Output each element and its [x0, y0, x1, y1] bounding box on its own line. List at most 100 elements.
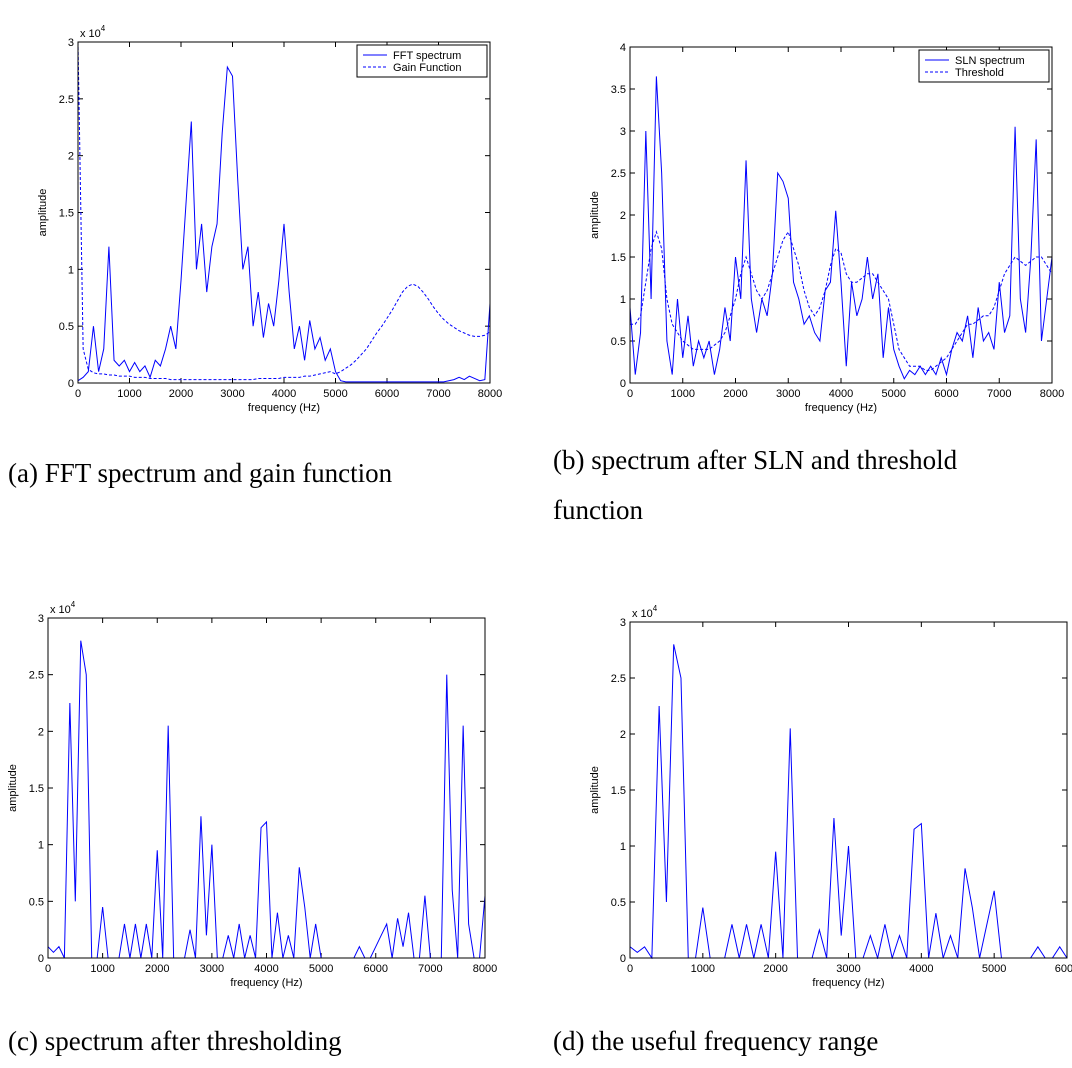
- y-tick-label: 2.5: [611, 673, 626, 685]
- x-tick-label: 0: [627, 388, 633, 400]
- x-tick-label: 3000: [220, 388, 244, 400]
- plot-area: [630, 622, 1067, 958]
- series-group: [630, 76, 1052, 380]
- chart: 0 1000 2000 3000 4000 5000 6000 7000 8000 0 0.5 1 1.…: [7, 600, 497, 989]
- x-tick-label: 1000: [117, 388, 141, 400]
- multiplier-exponent: 4: [101, 24, 106, 33]
- x-tick-label: 6000: [364, 963, 388, 975]
- x-tick-label: 2000: [169, 388, 193, 400]
- y-tick-label: 4: [620, 42, 626, 54]
- multiplier-exponent: 4: [653, 604, 658, 613]
- y-tick-label: 3: [620, 617, 626, 629]
- y-tick-label: 1: [38, 840, 44, 852]
- y-tick-label: 0.5: [611, 336, 626, 348]
- y-tick-label: 3: [68, 37, 74, 49]
- x-tick-label: 1000: [691, 963, 715, 975]
- x-tick-label: 3000: [836, 963, 860, 975]
- y-multiplier: x 104: [80, 24, 106, 40]
- y-tick-label: 0: [620, 378, 626, 390]
- multiplier-exponent: 4: [71, 600, 76, 609]
- y-tick-label: 1.5: [59, 208, 74, 220]
- y-axis-label: amplitude: [589, 766, 601, 814]
- y-tick-label: 1.5: [29, 783, 44, 795]
- legend-label: Threshold: [955, 67, 1004, 79]
- x-tick-label: 8000: [478, 388, 502, 400]
- legend-label: FFT spectrum: [393, 50, 461, 62]
- y-tick-label: 0: [620, 953, 626, 965]
- x-tick-label: 6000: [1055, 963, 1072, 975]
- chart: 0 1000 2000 3000 4000 5000 6000 7000 8000 0 0.5 1 1.…: [589, 42, 1064, 414]
- y-tick-label: 0.5: [59, 321, 74, 333]
- y-tick-label: 1: [68, 264, 74, 276]
- data-line: [630, 76, 1052, 380]
- y-tick-label: 3.5: [611, 84, 626, 96]
- y-multiplier: x 104: [50, 600, 76, 616]
- x-tick-label: 7000: [418, 963, 442, 975]
- y-tick-label: 1: [620, 294, 626, 306]
- y-tick-label: 3: [38, 613, 44, 625]
- data-line: [630, 230, 1052, 371]
- legend-label: Gain Function: [393, 62, 461, 74]
- data-line: [78, 65, 490, 383]
- x-tick-label: 4000: [909, 963, 933, 975]
- series-group: [78, 41, 490, 383]
- y-tick-label: 0: [68, 378, 74, 390]
- legend-box: [918, 49, 1050, 83]
- data-line: [48, 640, 485, 959]
- x-tick-label: 5000: [309, 963, 333, 975]
- x-tick-label: 3000: [200, 963, 224, 975]
- x-axis-label: frequency (Hz): [812, 977, 884, 989]
- x-tick-label: 0: [627, 963, 633, 975]
- x-tick-label: 5000: [982, 963, 1006, 975]
- x-tick-label: 1000: [671, 388, 695, 400]
- y-multiplier: x 104: [632, 604, 658, 620]
- data-line: [78, 41, 490, 381]
- y-tick-label: 2: [620, 729, 626, 741]
- x-tick-label: 0: [45, 963, 51, 975]
- x-tick-label: 2000: [723, 388, 747, 400]
- x-tick-label: 2000: [145, 963, 169, 975]
- x-tick-label: 4000: [829, 388, 853, 400]
- y-tick-label: 3: [620, 126, 626, 138]
- legend-label: SLN spectrum: [955, 55, 1025, 67]
- chart: 0 1000 2000 3000 4000 5000 6000 7000 8000 0 0.5 1 1.…: [37, 24, 502, 414]
- y-tick-label: 0: [38, 953, 44, 965]
- y-tick-label: 1.5: [611, 785, 626, 797]
- x-tick-label: 6000: [934, 388, 958, 400]
- caption: (a) FFT spectrum and gain function: [8, 458, 393, 488]
- y-tick-label: 0.5: [611, 897, 626, 909]
- multiplier-base: x 10: [50, 604, 71, 616]
- y-axis-label: amplitude: [589, 191, 601, 239]
- y-tick-label: 2.5: [611, 168, 626, 180]
- x-tick-label: 7000: [426, 388, 450, 400]
- x-axis-label: frequency (Hz): [230, 977, 302, 989]
- multiplier-base: x 10: [80, 28, 101, 40]
- caption: (d) the useful frequency range: [553, 1026, 879, 1056]
- plot-area: [48, 618, 485, 958]
- x-tick-label: 4000: [272, 388, 296, 400]
- x-tick-label: 0: [75, 388, 81, 400]
- chart: 0 1000 2000 3000 4000 5000 6000 0 0.5 1 1.5 2 2.5 3 fr…: [589, 604, 1072, 989]
- series-group: [630, 644, 1067, 959]
- y-tick-label: 2: [38, 726, 44, 738]
- y-tick-label: 0.5: [29, 896, 44, 908]
- caption: (c) spectrum after thresholding: [8, 1026, 342, 1056]
- x-tick-label: 7000: [987, 388, 1011, 400]
- multiplier-base: x 10: [632, 608, 653, 620]
- y-tick-label: 2.5: [29, 670, 44, 682]
- y-tick-label: 2: [68, 151, 74, 163]
- plot-area: [78, 42, 490, 383]
- plot-frame: [47, 617, 486, 959]
- x-tick-label: 3000: [776, 388, 800, 400]
- x-tick-label: 8000: [1040, 388, 1064, 400]
- y-tick-label: 1.5: [611, 252, 626, 264]
- x-tick-label: 8000: [473, 963, 497, 975]
- plot-frame: [77, 41, 491, 384]
- y-tick-label: 2.5: [59, 94, 74, 106]
- legend-box: [356, 44, 488, 78]
- y-axis-label: amplitude: [37, 189, 49, 237]
- data-line: [630, 644, 1067, 959]
- x-axis-label: frequency (Hz): [248, 402, 320, 414]
